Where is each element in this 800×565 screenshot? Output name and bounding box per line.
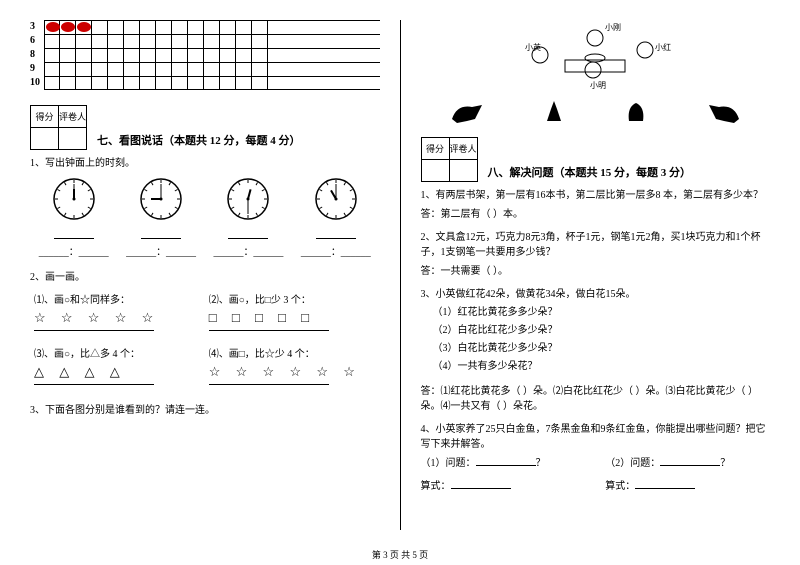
q7-1: 1、写出钟面上的时刻。 [30,154,380,169]
column-divider [400,20,401,530]
answer-line [209,330,329,331]
chart-label: 9 [30,62,40,76]
score-box-8: 得分 评卷人 八、解决问题（本题共 15 分，每题 3 分） [421,137,771,182]
chart-label: 3 [30,20,40,34]
kids-scene: 小英 小刚 小红 小明 [421,20,771,93]
section-7-title: 七、看图说话（本题共 12 分，每题 4 分） [97,132,301,150]
equation-2: 算式： [605,477,770,492]
grader-cell: 评卷人 [59,106,87,128]
page-footer: 第 3 页 共 5 页 [0,548,800,561]
score-blank [31,128,59,150]
clock-answer [54,238,94,239]
equation-1: 算式： [421,477,586,492]
shape-part-3: ⑶、画○，比△多 4 个： △ △ △ △ [30,343,205,387]
part-shapes: ☆ ☆ ☆ ☆ ☆ ☆ [209,364,376,380]
part-label: ⑴、画○和☆同样多： [34,291,201,306]
q8-4-subproblems: （1）问题：？ 算式： （2）问题：？ 算式： [421,454,771,492]
grader-cell: 评卷人 [449,138,477,160]
score-box-7: 得分 评卷人 七、看图说话（本题共 12 分，每题 4 分） [30,105,380,150]
chart-grid [44,20,380,90]
answer-line [209,384,329,385]
q8-3-1: （1）红花比黄花多多少朵？ [433,303,771,318]
a8-2: 答：一共需要（ ）。 [421,262,771,277]
bead-chart: 3 6 8 9 10 [30,20,380,90]
score-cell: 得分 [421,138,449,160]
problem-1: （1）问题：？ [421,454,586,469]
dino-icon [539,99,569,127]
q7-3: 3、下面各图分别是谁看到的？请连一连。 [30,401,380,416]
clock-answer [228,238,268,239]
dino-icon [704,99,744,127]
answer-line [34,330,154,331]
problem-blank [476,465,536,466]
dino-icon [447,99,487,127]
score-cell: 得分 [31,106,59,128]
shape-problems: ⑴、画○和☆同样多： ☆ ☆ ☆ ☆ ☆ ⑵、画○，比□少 3 个： □ □ □… [30,289,380,387]
part-shapes: ☆ ☆ ☆ ☆ ☆ [34,310,201,326]
shape-part-4: ⑷、画□，比☆少 4 个： ☆ ☆ ☆ ☆ ☆ ☆ [205,343,380,387]
answer-line [34,384,154,385]
kid-label-right: 小红 [655,42,671,52]
dino-icon [621,99,651,127]
eq-blank [635,488,695,489]
q8-3-3: （3）白花比黄花少多少朵？ [433,339,771,354]
q8-3-4: （4）一共有多少朵花？ [433,357,771,372]
part-shapes: □ □ □ □ □ [209,310,376,326]
left-column: 3 6 8 9 10 得分 评卷人 七、看图说话（本题共 12 分，每题 4 分… [30,20,380,530]
a8-1: 答：第二层有（ ）本。 [421,205,771,220]
q8-3-2: （2）白花比红花少多少朵？ [433,321,771,336]
chart-label: 8 [30,48,40,62]
part-label: ⑷、画□，比☆少 4 个： [209,345,376,360]
right-column: 小英 小刚 小红 小明 得分 评卷人 [421,20,771,530]
clocks-row [30,177,380,224]
kid-label-top: 小刚 [605,23,621,32]
part-label: ⑶、画○，比△多 4 个： [34,345,201,360]
shape-part-1: ⑴、画○和☆同样多： ☆ ☆ ☆ ☆ ☆ [30,289,205,333]
problem-2: （2）问题：？ [605,454,770,469]
dino-row [421,99,771,127]
page-content: 3 6 8 9 10 得分 评卷人 七、看图说话（本题共 12 分，每题 4 分… [30,20,770,530]
clock-answer [141,238,181,239]
part-label: ⑵、画○，比□少 3 个： [209,291,376,306]
chart-label: 10 [30,76,40,90]
clock-answer [316,238,356,239]
grader-blank [59,128,87,150]
problem-blank [660,465,720,466]
shape-part-2: ⑵、画○，比□少 3 个： □ □ □ □ □ [205,289,380,333]
part-shapes: △ △ △ △ [34,364,201,380]
chart-row-labels: 3 6 8 9 10 [30,20,40,90]
a8-3: 答：⑴红花比黄花多（ ）朵。⑵白花比红花少（ ）朵。⑶白花比黄花少（ ）朵。⑷一… [421,382,771,412]
chart-label: 6 [30,34,40,48]
section-8-title: 八、解决问题（本题共 15 分，每题 3 分） [488,164,692,182]
q7-2: 2、画一画。 [30,268,380,283]
kid-label-bottom: 小明 [590,81,606,90]
clock-blanks: ______：______ ______：______ ______：_____… [30,232,380,258]
eq-blank [451,488,511,489]
q8-2: 2、文具盒12元，巧克力8元3角，杯子1元，钢笔1元2角，买1块巧克力和1个杯子… [421,228,771,258]
q8-4: 4、小英家养了25只白金鱼，7条黑金鱼和9条红金鱼，你能提出哪些问题？把它写下来… [421,420,771,450]
q8-1: 1、有两层书架，第一层有16本书，第二层比第一层多8 本，第二层有多少本？ [421,186,771,201]
q8-3: 3、小英做红花42朵，做黄花34朵，做白花15朵。 [421,285,771,300]
